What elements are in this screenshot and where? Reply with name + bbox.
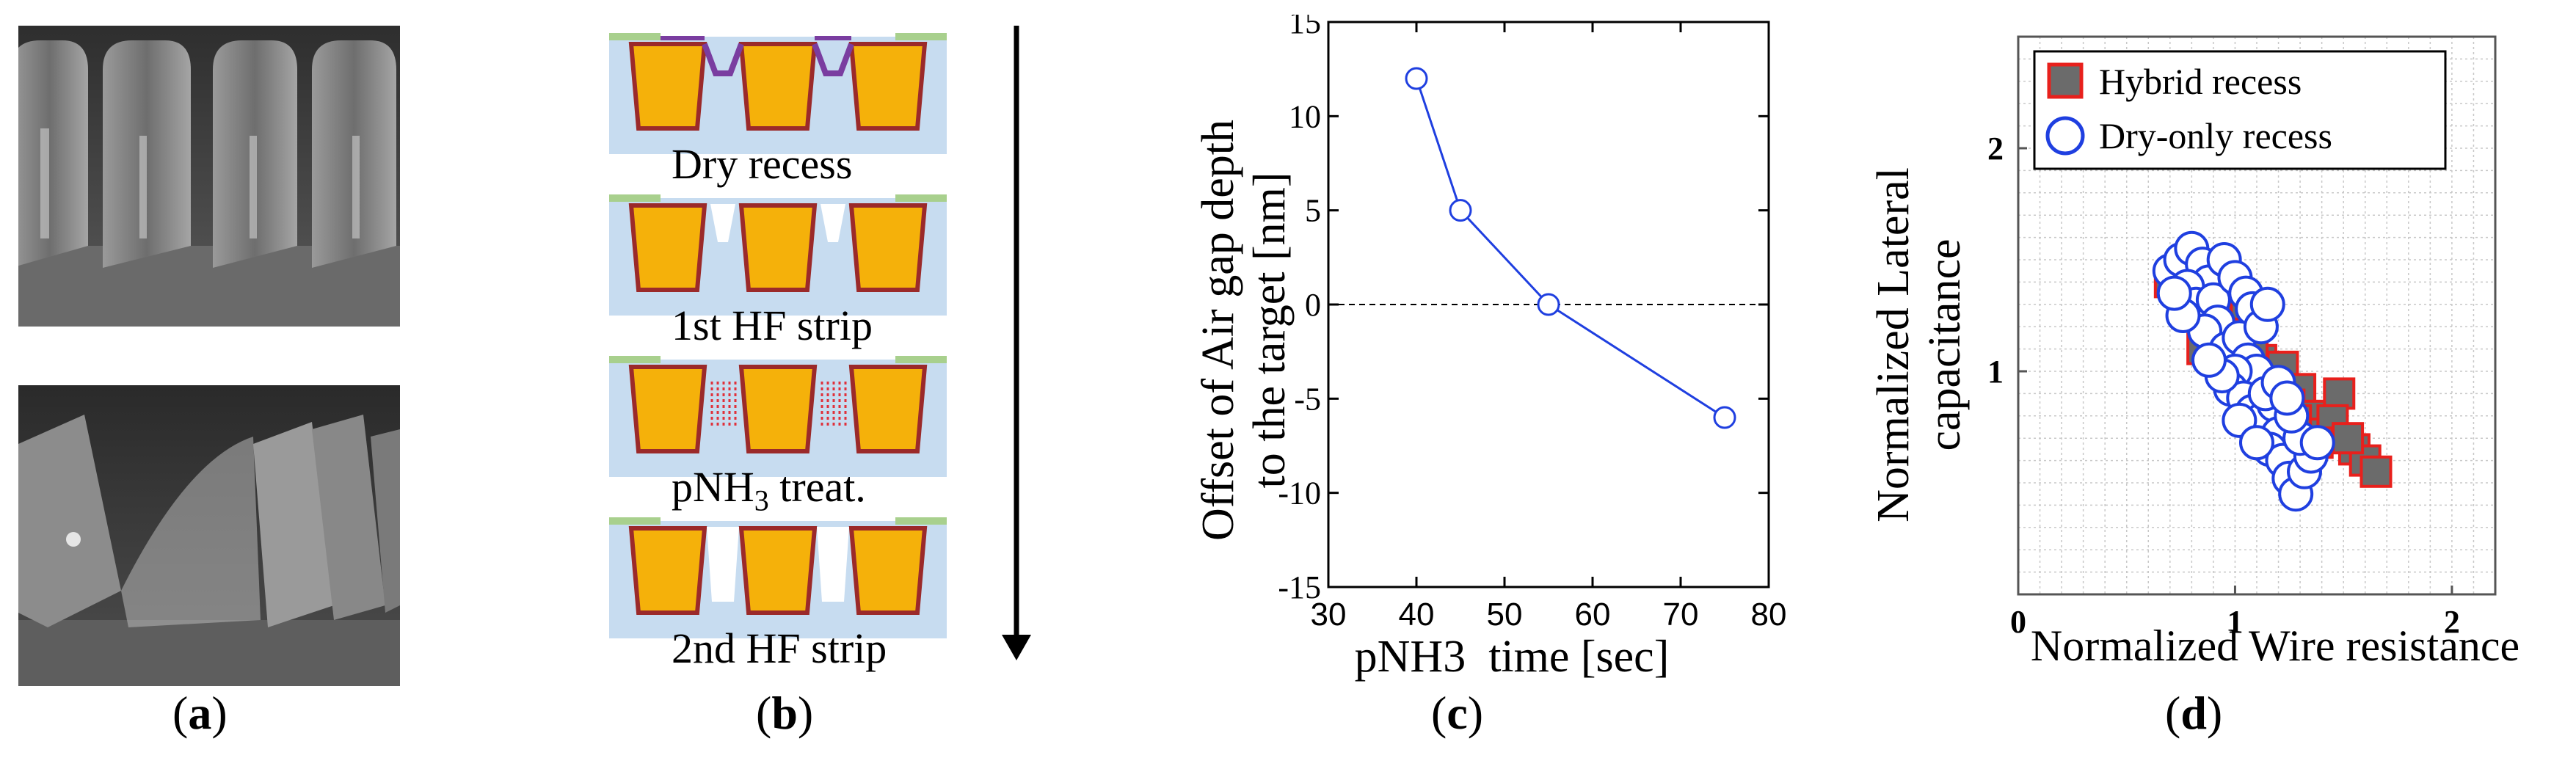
chart-c-ytick-label: -15 — [1278, 569, 1321, 605]
step-label-pnh3-rest: treat. — [768, 463, 866, 511]
chart-c-xtick-label: 50 — [1487, 597, 1523, 633]
caption-a: (a) — [172, 687, 228, 739]
line-chart-c: Offset of Air gap depth to the target [n… — [1193, 4, 1787, 682]
chart-c-point — [1713, 406, 1736, 429]
chart-d-ylabel-line2: capacitance — [1920, 238, 1970, 451]
caption-c: (c) — [1431, 687, 1484, 739]
chart-c-xtick-label: 60 — [1575, 597, 1611, 633]
chart-c-xtick-label: 70 — [1663, 597, 1699, 633]
chart-d-point-hybrid — [2332, 422, 2365, 455]
sem-image-bottom — [18, 385, 400, 686]
chart-d-legend: Hybrid recess Dry-only recess — [2033, 50, 2447, 170]
chart-c-ytick-label: 5 — [1305, 193, 1321, 229]
panel-c: Offset of Air gap depth to the target [n… — [1167, 4, 1798, 682]
chart-d-point-dry-only — [2269, 380, 2305, 416]
chart-d-ytick-label: 1 — [1987, 354, 2004, 390]
chart-c-ylabel-line1: Offset of Air gap depth — [1193, 120, 1243, 541]
chart-c-ylabel-line2: to the target [nm] — [1245, 172, 1295, 488]
chart-d-xlabel: Normalized Wire resistance — [2031, 622, 2519, 670]
chart-d-legend-box — [2033, 50, 2447, 170]
chart-c-ylabel: Offset of Air gap depth to the target [n… — [1193, 120, 1295, 541]
panel-d: Normalized Lateral capacitance Normalize… — [1835, 15, 2569, 682]
chart-d-xtick-label: 1 — [2227, 604, 2243, 640]
chart-d-ylabel-line1: Normalized Lateral — [1869, 167, 1918, 522]
chart-c-ytick-label: 15 — [1289, 15, 1321, 40]
chart-c-series-line — [1415, 78, 1725, 419]
chart-c-point — [1449, 199, 1472, 222]
chart-d-xtick-label: 0 — [2010, 604, 2026, 640]
caption-d: (d) — [2165, 687, 2223, 739]
chart-c-ytick-label: 10 — [1289, 98, 1321, 134]
chart-c-point — [1537, 293, 1560, 316]
panel-b: Dry recess 1st HF strip pNH3 treat. 2nd … — [602, 22, 1057, 672]
chart-c-xtick-label: 40 — [1399, 597, 1435, 633]
step-2-structure — [609, 194, 947, 316]
chart-d-frame — [2017, 35, 2497, 596]
chart-d-legend-label-hybrid: Hybrid recess — [2099, 61, 2302, 102]
chart-c-point — [1405, 67, 1428, 90]
chart-d-legend-label-dry-only: Dry-only recess — [2099, 115, 2332, 156]
chart-d-point-dry-only — [2249, 286, 2285, 322]
scatter-chart-d: Normalized Lateral capacitance Normalize… — [1869, 35, 2519, 670]
chart-d-point-dry-only — [2239, 425, 2274, 461]
chart-d-ytick-label: 2 — [1987, 131, 2004, 167]
chart-d-point-dry-only — [2299, 425, 2335, 461]
sem-bottom-graphic — [18, 385, 400, 686]
chart-c-ytick-label: -5 — [1294, 381, 1321, 417]
step-label-2nd-hf-strip: 2nd HF strip — [672, 624, 887, 672]
chart-d-xtick-label: 2 — [2444, 604, 2460, 640]
step-1-structure — [609, 33, 947, 154]
step-label-pnh3-treat: pNH3 treat. — [672, 462, 866, 518]
chart-d-point-dry-only — [2191, 342, 2227, 378]
step-label-1st-hf-strip: 1st HF strip — [672, 302, 873, 349]
chart-c-xtick-label: 30 — [1311, 597, 1347, 633]
chart-d-point-dry-only — [2156, 275, 2192, 311]
process-arrow-icon — [1002, 26, 1031, 660]
chart-d-legend-marker-hybrid — [2047, 62, 2084, 99]
chart-c-ytick-label: -10 — [1278, 475, 1321, 511]
sem-image-top — [18, 26, 400, 327]
process-flow-diagram — [609, 26, 1031, 660]
step-label-pnh3-subscript: 3 — [754, 484, 769, 517]
panel-a — [18, 26, 400, 686]
chart-d-point-hybrid — [2323, 377, 2356, 410]
chart-c-xtick-label: 80 — [1751, 597, 1787, 633]
chart-c-ytick-label: 0 — [1305, 287, 1321, 323]
step-label-dry-recess: Dry recess — [672, 140, 853, 188]
step-4-structure — [609, 517, 947, 638]
chart-c-xlabel: pNH3 time [sec] — [1355, 632, 1670, 682]
step-3-structure — [609, 356, 947, 477]
caption-b: (b) — [756, 687, 814, 739]
chart-d-point-hybrid — [2359, 455, 2393, 488]
sem-top-graphic — [18, 26, 400, 327]
chart-d-legend-marker-dry-only — [2045, 116, 2085, 156]
step-label-pnh3-main: pNH — [672, 463, 754, 511]
